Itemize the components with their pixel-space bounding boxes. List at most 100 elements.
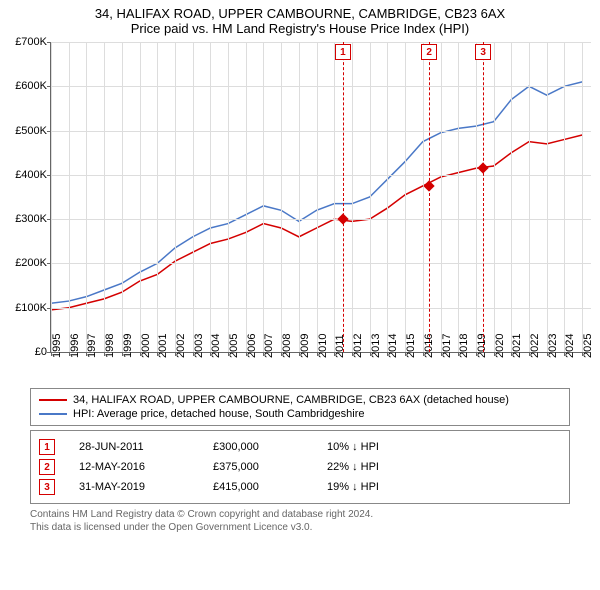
gridline-v xyxy=(334,42,335,352)
legend-swatch xyxy=(39,399,67,401)
legend-row: HPI: Average price, detached house, Sout… xyxy=(39,407,561,421)
gridline-v xyxy=(370,42,371,352)
gridline-v xyxy=(228,42,229,352)
footer-line2: This data is licensed under the Open Gov… xyxy=(30,521,570,534)
title-subtitle: Price paid vs. HM Land Registry's House … xyxy=(0,21,600,36)
xlabel: 2000 xyxy=(140,334,152,358)
gridline-h xyxy=(51,131,591,132)
gridline-v xyxy=(86,42,87,352)
container: 34, HALIFAX ROAD, UPPER CAMBOURNE, CAMBR… xyxy=(0,0,600,534)
gridline-h xyxy=(51,263,591,264)
title-address: 34, HALIFAX ROAD, UPPER CAMBOURNE, CAMBR… xyxy=(0,6,600,21)
event-price: £415,000 xyxy=(213,481,303,493)
event-marker-box: 2 xyxy=(421,44,437,60)
xlabel: 1996 xyxy=(69,334,81,358)
event-delta: 19% ↓ HPI xyxy=(327,481,379,493)
ylabel: £700K xyxy=(3,36,47,48)
legend-label: 34, HALIFAX ROAD, UPPER CAMBOURNE, CAMBR… xyxy=(73,394,509,406)
gridline-h xyxy=(51,86,591,87)
gridline-v xyxy=(387,42,388,352)
chart-area: £0£100K£200K£300K£400K£500K£600K£700K199… xyxy=(50,42,590,382)
event-date: 31-MAY-2019 xyxy=(79,481,189,493)
event-date: 28-JUN-2011 xyxy=(79,441,189,453)
event-date: 12-MAY-2016 xyxy=(79,461,189,473)
gridline-v xyxy=(405,42,406,352)
ylabel: £200K xyxy=(3,257,47,269)
event-row: 212-MAY-2016£375,00022% ↓ HPI xyxy=(39,457,561,477)
legend-swatch xyxy=(39,413,67,415)
gridline-v xyxy=(263,42,264,352)
gridline-v xyxy=(582,42,583,352)
gridline-v xyxy=(157,42,158,352)
gridline-v xyxy=(299,42,300,352)
xlabel: 1997 xyxy=(86,334,98,358)
xlabel: 2018 xyxy=(458,334,470,358)
event-delta: 10% ↓ HPI xyxy=(327,441,379,453)
xlabel: 2002 xyxy=(175,334,187,358)
event-row: 3 31-MAY-2019 £415,000 19% ↓ HPI xyxy=(39,477,561,497)
event-vline xyxy=(429,42,430,352)
xlabel: 2009 xyxy=(299,334,311,358)
gridline-h xyxy=(51,42,591,43)
xlabel: 2013 xyxy=(370,334,382,358)
xlabel: 2024 xyxy=(564,334,576,358)
xlabel: 2001 xyxy=(157,334,169,358)
event-delta: 22% ↓ HPI xyxy=(327,461,379,473)
footer-line1: Contains HM Land Registry data © Crown c… xyxy=(30,508,570,521)
legend: 34, HALIFAX ROAD, UPPER CAMBOURNE, CAMBR… xyxy=(30,388,570,426)
xlabel: 2019 xyxy=(476,334,488,358)
plot: £0£100K£200K£300K£400K£500K£600K£700K199… xyxy=(50,42,591,353)
event-row: 128-JUN-2011£300,00010% ↓ HPI xyxy=(39,437,561,457)
xlabel: 2004 xyxy=(210,334,222,358)
legend-label: HPI: Average price, detached house, Sout… xyxy=(73,408,364,420)
xlabel: 2003 xyxy=(193,334,205,358)
ylabel: £100K xyxy=(3,302,47,314)
gridline-v xyxy=(352,42,353,352)
gridline-v xyxy=(511,42,512,352)
gridline-v xyxy=(104,42,105,352)
gridline-h xyxy=(51,175,591,176)
gridline-v xyxy=(69,42,70,352)
xlabel: 1999 xyxy=(122,334,134,358)
xlabel: 2007 xyxy=(263,334,275,358)
ylabel: £300K xyxy=(3,213,47,225)
ylabel: £0 xyxy=(3,346,47,358)
gridline-v xyxy=(140,42,141,352)
xlabel: 2015 xyxy=(405,334,417,358)
xlabel: 2005 xyxy=(228,334,240,358)
gridline-v xyxy=(193,42,194,352)
event-number-box: 2 xyxy=(39,459,55,475)
event-vline xyxy=(483,42,484,352)
gridline-h xyxy=(51,308,591,309)
xlabel: 2021 xyxy=(511,334,523,358)
xlabel: 2020 xyxy=(494,334,506,358)
gridline-v xyxy=(494,42,495,352)
gridline-v xyxy=(281,42,282,352)
footer: Contains HM Land Registry data © Crown c… xyxy=(30,508,570,534)
event-price: £300,000 xyxy=(213,441,303,453)
gridline-v xyxy=(458,42,459,352)
gridline-v xyxy=(564,42,565,352)
xlabel: 2011 xyxy=(334,334,346,358)
ylabel: £600K xyxy=(3,80,47,92)
title-block: 34, HALIFAX ROAD, UPPER CAMBOURNE, CAMBR… xyxy=(0,0,600,38)
gridline-v xyxy=(529,42,530,352)
xlabel: 2022 xyxy=(529,334,541,358)
gridline-v xyxy=(317,42,318,352)
xlabel: 1998 xyxy=(104,334,116,358)
event-number-box: 3 xyxy=(39,479,55,495)
xlabel: 2025 xyxy=(582,334,594,358)
event-marker-box: 1 xyxy=(335,44,351,60)
xlabel: 2014 xyxy=(387,334,399,358)
xlabel: 1995 xyxy=(51,334,63,358)
event-marker-box: 3 xyxy=(475,44,491,60)
gridline-v xyxy=(423,42,424,352)
gridline-v xyxy=(175,42,176,352)
gridline-v xyxy=(547,42,548,352)
xlabel: 2017 xyxy=(441,334,453,358)
gridline-v xyxy=(51,42,52,352)
gridline-v xyxy=(122,42,123,352)
event-vline xyxy=(343,42,344,352)
gridline-v xyxy=(246,42,247,352)
xlabel: 2006 xyxy=(246,334,258,358)
